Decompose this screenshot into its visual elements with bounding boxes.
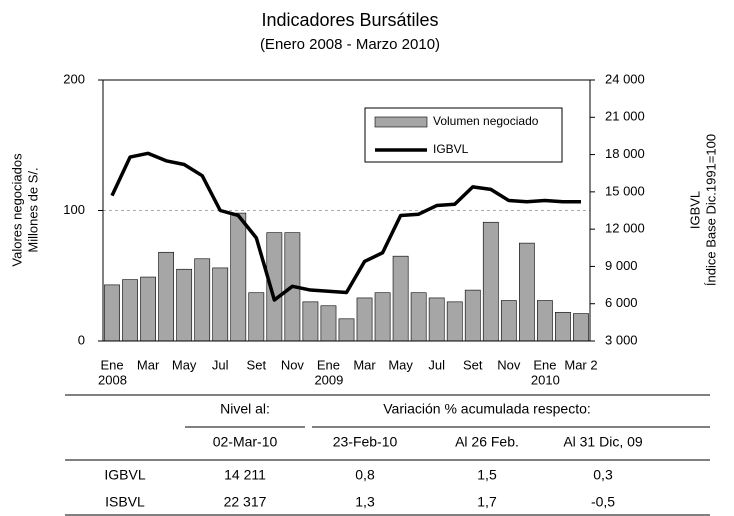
- bar: [122, 279, 138, 342]
- bar: [302, 301, 319, 342]
- x-year-label: 2009: [314, 372, 343, 387]
- table-header: Al 26 Feb.: [455, 434, 519, 450]
- y2-tick-label: 21 000: [605, 109, 645, 124]
- x-tick-label: Set: [247, 357, 267, 372]
- y-tick-label: 100: [63, 202, 85, 217]
- y2-tick-label: 3 000: [605, 332, 638, 347]
- table-cell: 0,3: [593, 467, 613, 483]
- table-cell: 1,7: [477, 494, 497, 510]
- y2-axis-label: Índice Base Dic.1991=100: [703, 134, 718, 286]
- legend-label: Volumen negociado: [433, 114, 539, 128]
- y2-tick-label: 24 000: [605, 71, 645, 86]
- x-tick-label: Mar: [137, 357, 160, 372]
- chart-subtitle: (Enero 2008 - Marzo 2010): [260, 36, 440, 53]
- chart-title: Indicadores Bursátiles: [261, 10, 438, 30]
- table-cell: 0,8: [355, 467, 375, 483]
- y2-tick-label: 9 000: [605, 258, 638, 273]
- bar: [464, 289, 481, 342]
- y-axis-label: Millones de S/.: [25, 167, 40, 252]
- bar: [320, 305, 337, 342]
- bar: [482, 221, 499, 342]
- bar: [392, 255, 409, 342]
- y2-tick-label: 18 000: [605, 146, 645, 161]
- table-cell: -0,5: [591, 494, 615, 510]
- bar: [176, 268, 193, 342]
- bar: [410, 292, 427, 342]
- bar: [248, 292, 265, 342]
- legend-swatch: [374, 116, 428, 128]
- x-year-label: 2010: [531, 372, 560, 387]
- table-cell: 1,3: [355, 494, 375, 510]
- bar: [230, 212, 247, 342]
- x-tick-label: Mar 2: [564, 357, 597, 372]
- x-tick-label: Jul: [428, 357, 445, 372]
- table-cell: 1,5: [477, 467, 497, 483]
- x-tick-label: Set: [463, 357, 483, 372]
- table-cell: IGBVL: [104, 467, 145, 483]
- x-tick-label: Mar: [353, 357, 376, 372]
- x-tick-label: Ene: [100, 357, 123, 372]
- table-header: Variación % acumulada respecto:: [383, 401, 591, 417]
- bar: [104, 284, 120, 342]
- x-tick-label: Ene: [317, 357, 340, 372]
- y2-axis-label: IGBVL: [687, 191, 702, 229]
- x-tick-label: Ene: [533, 357, 556, 372]
- table-header: 02-Mar-10: [213, 434, 278, 450]
- bar: [374, 292, 391, 342]
- x-tick-label: May: [172, 357, 197, 372]
- bar: [356, 297, 373, 342]
- bar: [573, 313, 589, 342]
- y-axis-label: Valores negociados: [9, 153, 24, 267]
- table-cell: 14 211: [224, 467, 266, 483]
- x-tick-label: May: [388, 357, 413, 372]
- bar: [518, 242, 535, 342]
- line: [110, 151, 581, 302]
- y-tick-label: 0: [78, 332, 85, 347]
- table-header: Nivel al:: [220, 401, 270, 417]
- bar: [537, 300, 553, 342]
- y2-tick-label: 12 000: [605, 221, 645, 236]
- bar: [338, 318, 355, 342]
- bar: [140, 276, 156, 342]
- x-tick-label: Nov: [497, 357, 521, 372]
- table-cell: ISBVL: [105, 494, 145, 510]
- plot-frame: [102, 79, 591, 342]
- bar: [194, 258, 211, 342]
- y-tick-label: 200: [63, 71, 85, 86]
- x-tick-label: Nov: [281, 357, 305, 372]
- bar: [446, 301, 463, 342]
- legend-label: IGBVL: [433, 142, 469, 156]
- x-tick-label: Jul: [212, 357, 229, 372]
- y2-tick-label: 6 000: [605, 295, 638, 310]
- table-cell: 22 317: [224, 494, 267, 510]
- table-header: 23-Feb-10: [333, 434, 398, 450]
- bar: [212, 267, 229, 342]
- x-year-label: 2008: [98, 372, 127, 387]
- bar: [158, 251, 175, 342]
- y2-tick-label: 15 000: [605, 183, 645, 198]
- bar: [500, 300, 517, 342]
- bar: [428, 297, 445, 342]
- table-header: Al 31 Dic, 09: [563, 434, 643, 450]
- bar: [555, 311, 571, 342]
